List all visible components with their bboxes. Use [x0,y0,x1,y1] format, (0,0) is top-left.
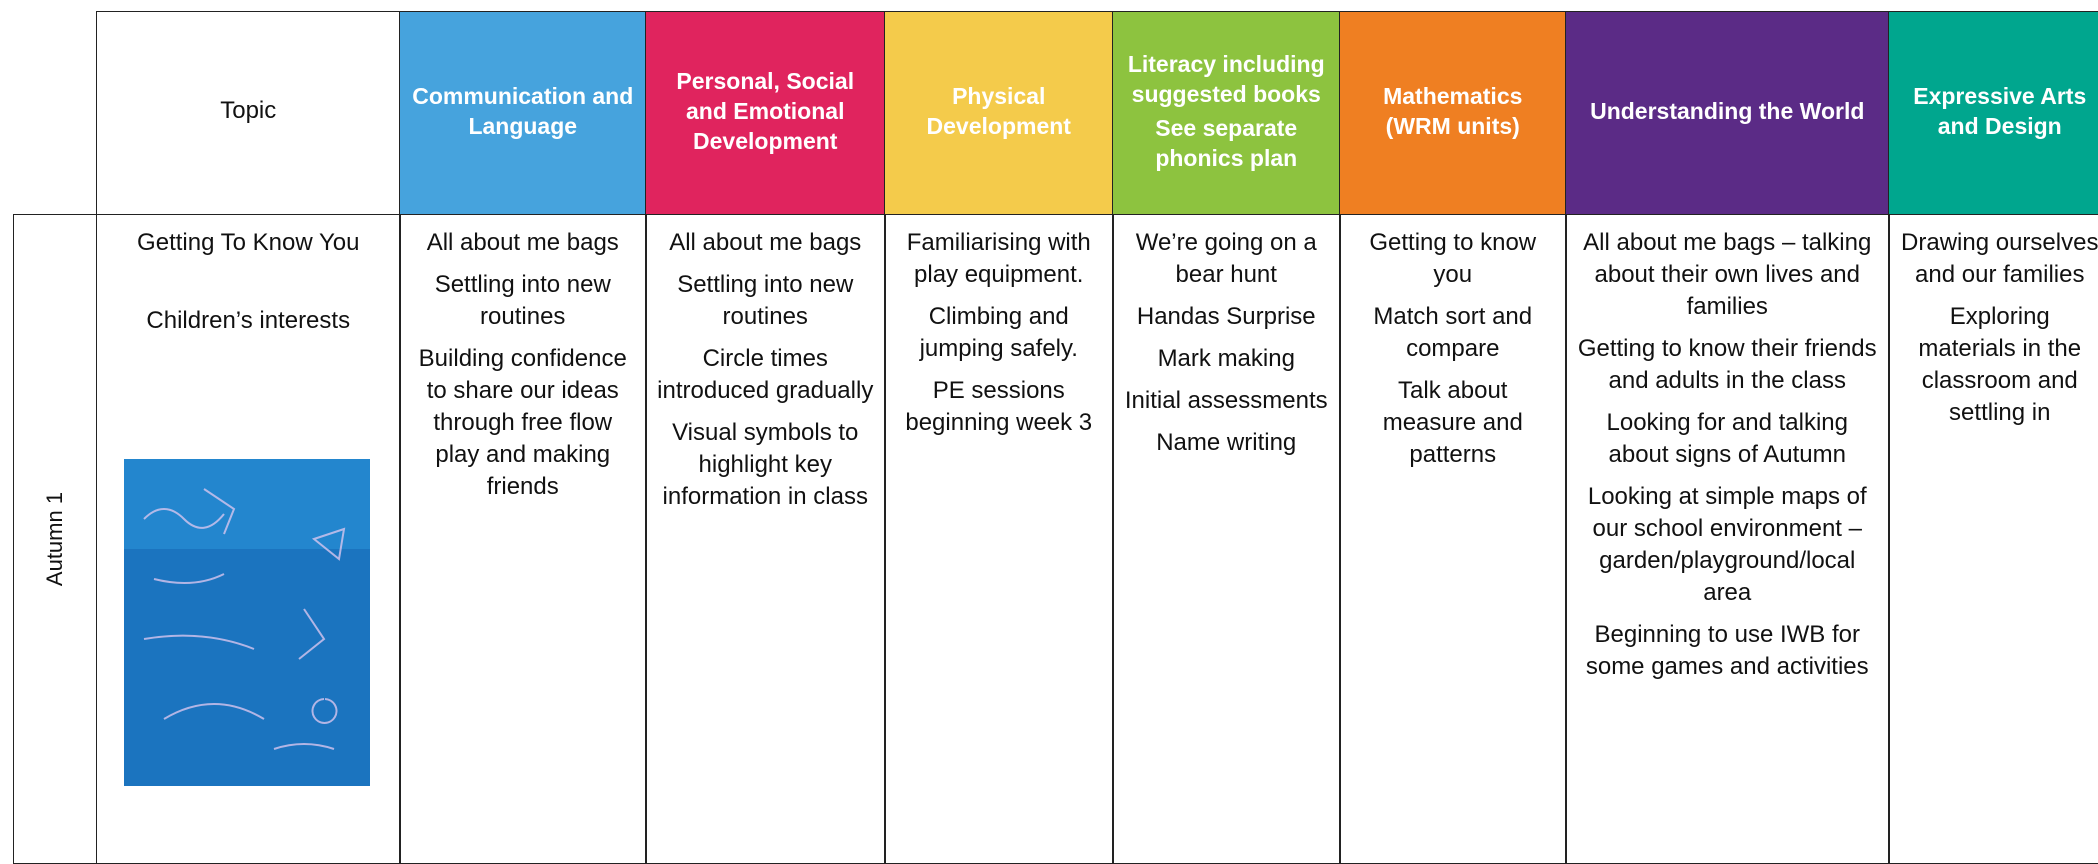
body-cell: All about me bags Settling into new routi… [645,214,886,864]
body-cell: All about me bags Settling into new routi… [399,214,647,864]
cell-text: Looking at simple maps of our school env… [1587,483,1867,606]
cell-text: Looking for and talking about signs of A… [1606,409,1849,468]
header-text: Literacy including suggested books [1127,51,1325,107]
cell-text: Circle times introduced gradually [657,345,874,404]
header-text: Mathematics (WRM units) [1383,83,1523,139]
cell-text: We’re going on a bear hunt [1135,229,1317,288]
cell-text: All about me bags – talking about their … [1583,229,1872,320]
header-cell: Understanding the World [1565,11,1890,215]
header-cell: Topic [96,11,401,215]
header-cell: Mathematics (WRM units) [1339,11,1567,215]
header-text: Understanding the World [1590,98,1865,124]
header-text: Expressive Arts and Design [1913,83,2087,139]
cell-text: Talk about measure and patterns [1382,377,1523,468]
term-cell: Autumn 1 [13,214,97,864]
cell-text: Settling into new routines [677,271,854,330]
header-text: Topic [220,97,277,124]
cell-text: Settling into new routines [434,271,611,330]
cell-text: Visual symbols to highlight key informat… [662,419,868,510]
cell-text: Drawing ourselves and our families [1901,229,2098,288]
header-cell: Expressive Arts and Design [1888,11,2098,215]
cell-text: Children’s interests [146,307,351,334]
cell-text: Handas Surprise [1136,303,1316,330]
cell-text: Match sort and compare [1373,303,1533,362]
header-cell: Physical Development [884,11,1114,215]
cell-text: Getting To Know You [137,229,360,256]
cell-text: Familiarising with play equipment. [906,229,1091,288]
body-cell: Drawing ourselves and our families Explor… [1888,214,2098,864]
cell-text: PE sessions beginning week 3 [905,377,1093,436]
cell-text: Climbing and jumping safely. [919,303,1078,362]
term-label: Autumn 1 [42,491,67,587]
cell-text: Name writing [1156,429,1297,456]
cell-text: Initial assessments [1124,387,1328,414]
header-text: Communication and Language [412,83,634,139]
cell-text: All about me bags [669,229,862,256]
cell-text: Building confidence to share our ideas t… [418,345,627,500]
cell-text: Mark making [1157,345,1295,372]
header-cell: Literacy including suggested books See se… [1112,11,1341,215]
cell-text: Exploring materials in the classroom and… [1918,303,2082,426]
body-cell: All about me bags – talking about their … [1565,214,1890,864]
header-cell: Personal, Social and Emotional Developme… [645,11,886,215]
header-text: Personal, Social and Emotional Developme… [676,68,855,154]
cell-text: Getting to know you [1369,229,1537,288]
body-cell: Familiarising with play equipment. Climbi… [884,214,1114,864]
header-text: See separate phonics plan [1155,115,1298,171]
header-text: Physical Development [926,83,1071,139]
cell-text: All about me bags [426,229,619,256]
body-cell: We’re going on a bear hunt Handas Surpris… [1112,214,1341,864]
cell-text: Beginning to use IWB for some games and … [1585,621,1869,680]
topic-photo [124,459,370,786]
cell-text: Getting to know their friends and adults… [1577,335,1877,394]
header-cell: Communication and Language [399,11,647,215]
body-cell: Getting to know you Match sort and compar… [1339,214,1567,864]
